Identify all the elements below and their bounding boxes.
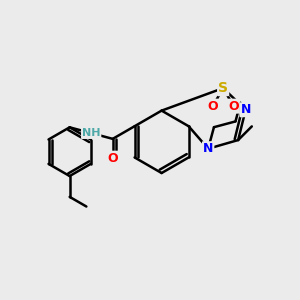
Text: S: S — [218, 81, 228, 95]
Text: O: O — [207, 100, 218, 112]
Text: N: N — [241, 103, 251, 116]
Text: O: O — [228, 100, 239, 112]
Text: N: N — [203, 142, 213, 155]
Text: NH: NH — [82, 128, 100, 138]
Text: O: O — [107, 152, 118, 165]
